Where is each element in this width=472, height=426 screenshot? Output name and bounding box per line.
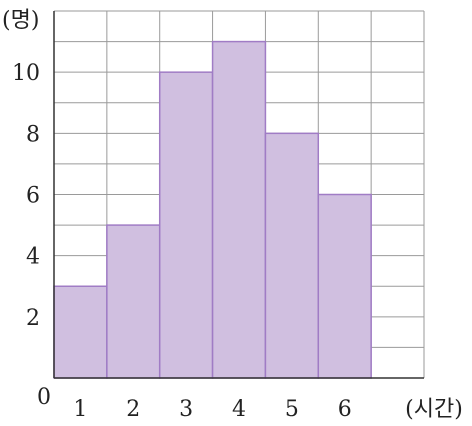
y-tick-label: 8: [26, 122, 40, 147]
bar-2: [106, 224, 161, 379]
y-tick-label: 10: [12, 61, 40, 86]
axes: [53, 11, 424, 379]
bar-6: [317, 193, 372, 379]
bar-4: [211, 40, 267, 379]
x-tick-labels: 1 2 3 4 5 6: [73, 397, 351, 422]
x-tick-label: 1: [73, 397, 87, 422]
x-tick-label: 2: [126, 397, 140, 422]
y-axis-unit-label: (명): [2, 8, 39, 33]
origin-label: 0: [37, 385, 51, 410]
y-tick-labels: 2 4 6 8 10: [12, 61, 40, 331]
bar-1: [53, 285, 108, 379]
y-tick-label: 6: [26, 184, 40, 209]
x-tick-label: 3: [179, 397, 193, 422]
bars: [53, 40, 372, 379]
y-tick-label: 4: [26, 245, 40, 270]
x-tick-label: 4: [232, 397, 246, 422]
x-tick-label: 6: [338, 397, 352, 422]
bar-3: [158, 71, 214, 379]
x-tick-label: 5: [285, 397, 299, 422]
x-axis-unit-label: (시간): [405, 397, 463, 422]
y-tick-label: 2: [26, 306, 40, 331]
bar-5: [264, 132, 320, 379]
